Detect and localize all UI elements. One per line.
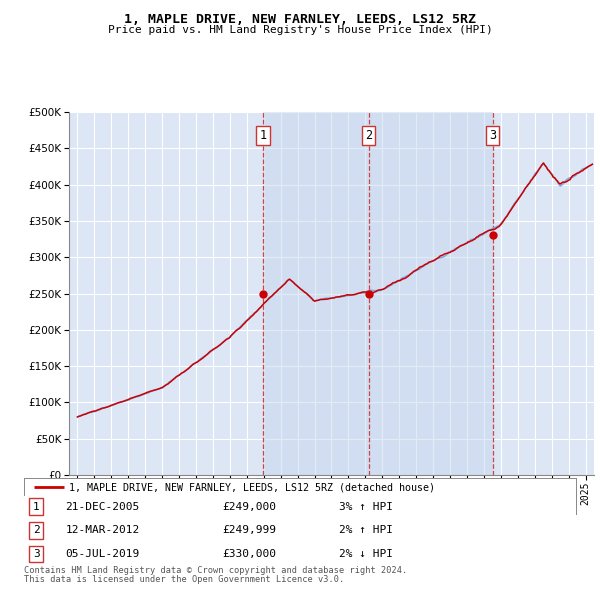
Text: £249,999: £249,999 (223, 526, 277, 535)
Text: 3% ↑ HPI: 3% ↑ HPI (338, 502, 392, 512)
Text: 21-DEC-2005: 21-DEC-2005 (65, 502, 140, 512)
Text: 2% ↓ HPI: 2% ↓ HPI (338, 549, 392, 559)
Text: 3: 3 (33, 549, 40, 559)
Text: Contains HM Land Registry data © Crown copyright and database right 2024.: Contains HM Land Registry data © Crown c… (24, 566, 407, 575)
Text: This data is licensed under the Open Government Licence v3.0.: This data is licensed under the Open Gov… (24, 575, 344, 584)
Text: 3: 3 (489, 129, 496, 142)
Bar (263, 112, 368, 475)
Text: 05-JUL-2019: 05-JUL-2019 (65, 549, 140, 559)
Text: 2% ↑ HPI: 2% ↑ HPI (338, 526, 392, 535)
Text: 1, MAPLE DRIVE, NEW FARNLEY, LEEDS, LS12 5RZ (detached house): 1, MAPLE DRIVE, NEW FARNLEY, LEEDS, LS12… (69, 483, 435, 493)
Bar (368, 112, 493, 475)
Text: £249,000: £249,000 (223, 502, 277, 512)
Text: 1: 1 (33, 502, 40, 512)
Text: HPI: Average price, detached house, Leeds: HPI: Average price, detached house, Leed… (69, 500, 315, 510)
Text: 2: 2 (33, 526, 40, 535)
Text: £330,000: £330,000 (223, 549, 277, 559)
Text: 1, MAPLE DRIVE, NEW FARNLEY, LEEDS, LS12 5RZ: 1, MAPLE DRIVE, NEW FARNLEY, LEEDS, LS12… (124, 13, 476, 26)
Text: 12-MAR-2012: 12-MAR-2012 (65, 526, 140, 535)
Text: Price paid vs. HM Land Registry's House Price Index (HPI): Price paid vs. HM Land Registry's House … (107, 25, 493, 35)
Text: 1: 1 (260, 129, 267, 142)
Text: 2: 2 (365, 129, 372, 142)
